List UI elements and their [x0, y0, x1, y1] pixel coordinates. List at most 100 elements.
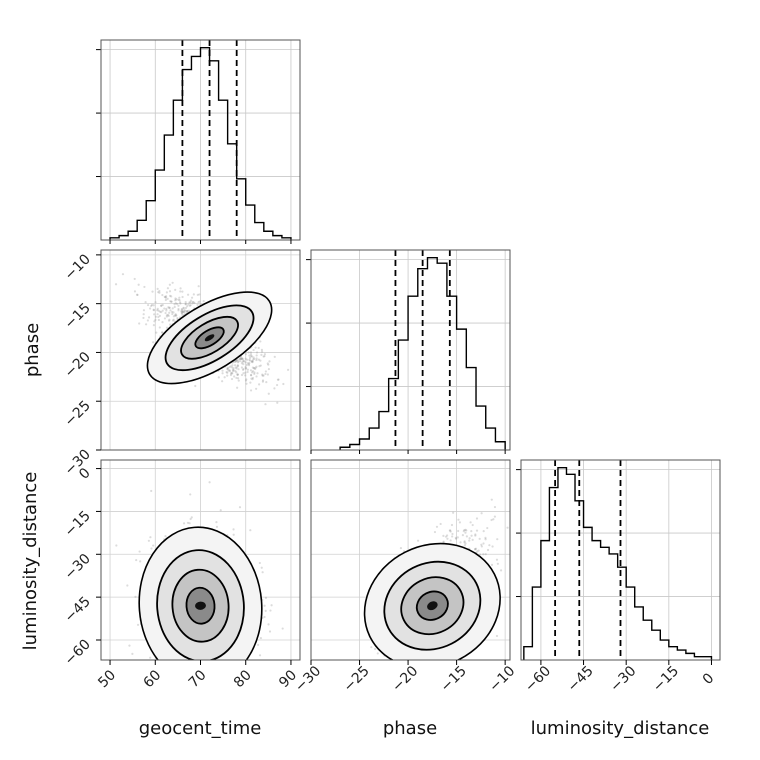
sample-point — [167, 314, 170, 318]
sample-point — [232, 369, 235, 372]
sample-point — [238, 357, 241, 360]
sample-point — [235, 371, 238, 374]
sample-point — [156, 309, 159, 312]
sample-point — [420, 679, 422, 681]
sample-point — [248, 356, 252, 360]
sample-point — [231, 370, 235, 373]
sample-point — [241, 358, 245, 361]
sample-point — [174, 299, 177, 302]
sample-point — [403, 660, 405, 662]
sample-point — [168, 290, 172, 293]
sample-point — [237, 379, 240, 382]
sample-point — [180, 678, 182, 680]
sample-point — [209, 668, 211, 670]
sample-point — [250, 355, 254, 358]
sample-point — [236, 373, 239, 376]
sample-point — [158, 314, 161, 318]
sample-point — [234, 360, 237, 363]
sample-point — [370, 646, 373, 649]
sample-point — [421, 690, 423, 692]
sample-point — [244, 371, 247, 374]
sample-point — [423, 703, 425, 705]
sample-point — [167, 313, 170, 316]
sample-point — [161, 309, 164, 312]
sample-point — [452, 511, 455, 514]
sample-point — [482, 530, 485, 533]
sample-point — [421, 665, 423, 667]
sample-point — [390, 704, 392, 706]
sample-point — [183, 309, 186, 312]
panel-frame — [310, 459, 511, 661]
sample-point — [258, 561, 261, 565]
sample-point — [180, 308, 183, 311]
sample-point — [423, 662, 425, 664]
sample-point — [221, 369, 224, 372]
sample-point — [195, 665, 197, 667]
sample-point — [133, 290, 137, 293]
sample-point — [157, 315, 160, 319]
sample-point — [171, 307, 174, 310]
sample-point — [148, 307, 152, 310]
sample-point — [172, 318, 175, 321]
sample-point — [276, 401, 279, 404]
sample-point — [266, 362, 269, 365]
sample-point — [143, 285, 146, 289]
sample-point — [151, 290, 154, 293]
sample-point — [142, 316, 145, 320]
sample-point — [429, 664, 431, 666]
sample-point — [155, 331, 158, 334]
sample-point — [164, 298, 167, 302]
sample-point — [475, 529, 479, 532]
sample-point — [260, 566, 263, 569]
sample-point — [235, 359, 238, 362]
sample-point — [170, 295, 173, 298]
sample-point — [178, 299, 181, 302]
sample-point — [267, 363, 270, 366]
sample-point — [418, 666, 420, 668]
x-tick-label-luminosity_distance: −45 — [565, 663, 597, 695]
sample-point — [137, 283, 140, 286]
sample-point — [416, 539, 420, 542]
sample-point — [236, 364, 240, 367]
sample-point — [257, 358, 260, 361]
sample-point — [153, 313, 156, 316]
sample-point — [367, 687, 369, 689]
sample-point — [221, 372, 224, 375]
x-tick-label-phase: −20 — [389, 663, 421, 695]
sample-point — [470, 530, 473, 533]
sample-point — [232, 367, 235, 370]
sample-point — [265, 381, 268, 384]
sample-point — [490, 498, 493, 501]
sample-point — [252, 367, 256, 370]
sample-point — [474, 547, 478, 550]
sample-point — [165, 665, 167, 667]
sample-point — [240, 362, 244, 365]
sample-point — [177, 309, 180, 312]
sample-point — [261, 571, 264, 574]
x-tick-label-luminosity_distance: −60 — [522, 663, 554, 695]
sample-point — [181, 675, 183, 677]
sample-point — [196, 293, 199, 296]
sample-point — [150, 489, 153, 493]
sample-point — [133, 277, 136, 281]
sample-point — [154, 315, 157, 318]
sample-point — [193, 662, 195, 664]
density-peak — [204, 334, 215, 342]
sample-point — [253, 372, 256, 375]
sample-point — [232, 533, 235, 536]
sample-point — [172, 315, 176, 318]
sample-point — [276, 378, 280, 381]
sample-point — [261, 373, 264, 376]
sample-point — [448, 529, 451, 532]
sample-point — [147, 539, 150, 542]
sample-point — [457, 518, 460, 521]
sample-point — [264, 372, 267, 376]
sample-point — [179, 290, 182, 293]
sample-point — [232, 528, 235, 531]
sample-point — [162, 691, 164, 693]
sample-point — [182, 310, 185, 313]
sample-point — [180, 311, 183, 314]
histogram-step-geocent_time — [109, 46, 292, 240]
sample-point — [226, 366, 229, 369]
sample-point — [181, 308, 184, 311]
